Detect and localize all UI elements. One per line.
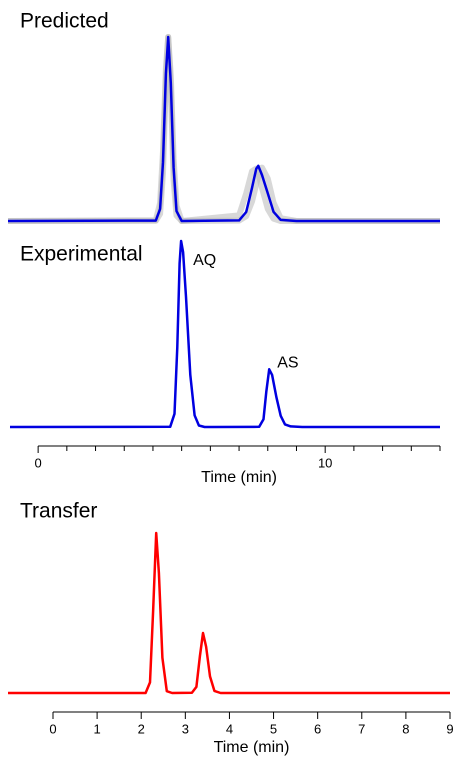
x-tick-label: 0 [35, 455, 42, 470]
peak-annotation: AS [277, 355, 298, 372]
trace-line [7, 35, 440, 223]
x-tick-label: 10 [318, 455, 332, 470]
panel-title: Transfer [20, 500, 97, 523]
x-tick-label: 2 [138, 721, 145, 736]
x-tick-label: 9 [446, 721, 453, 736]
x-axis-label: Time (min) [214, 739, 290, 756]
x-tick-label: 8 [402, 721, 409, 736]
x-axis-label: Time (min) [201, 469, 277, 486]
x-tick-label: 5 [270, 721, 277, 736]
panel-title: Predicted [20, 10, 109, 33]
x-tick-label: 0 [49, 721, 56, 736]
x-tick-label: 4 [226, 721, 233, 736]
trace-line [9, 239, 440, 429]
panel-title: Experimental [20, 243, 143, 266]
peak-annotation: AQ [193, 252, 216, 269]
x-tick-label: 7 [358, 721, 365, 736]
x-tick-label: 3 [182, 721, 189, 736]
x-tick-label: 1 [93, 721, 100, 736]
x-tick-label: 6 [314, 721, 321, 736]
trace-line [8, 531, 450, 695]
uncertainty-line [7, 34, 440, 224]
uncertainty-line [7, 34, 440, 224]
